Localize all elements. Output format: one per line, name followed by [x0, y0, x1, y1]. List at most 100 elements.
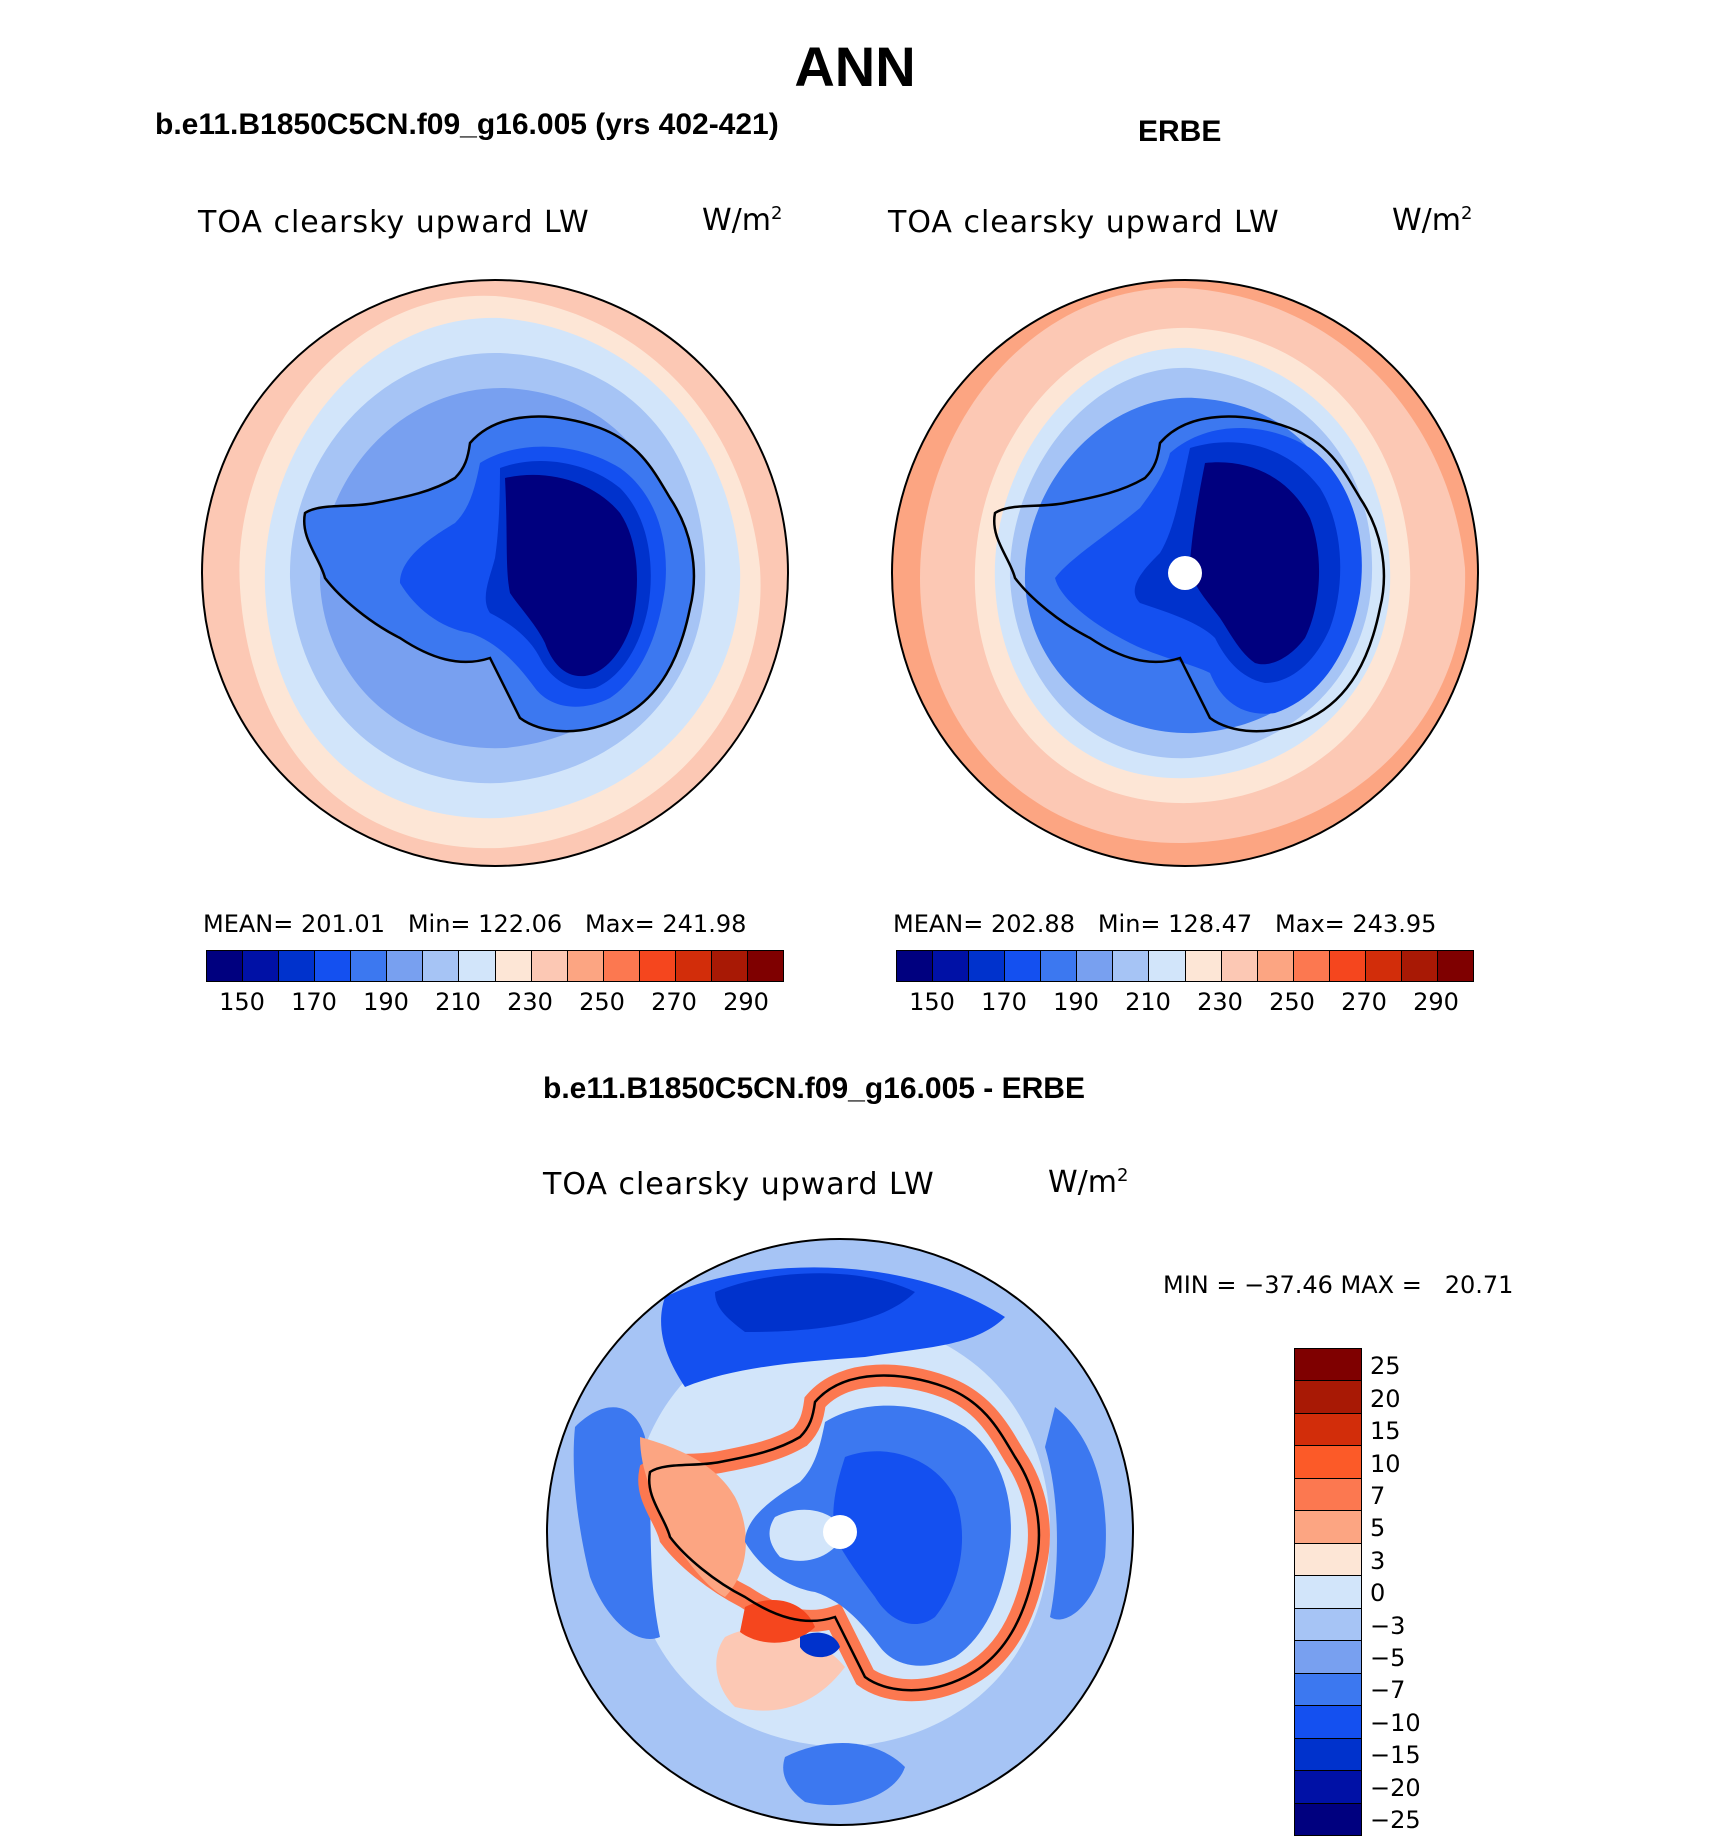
colorbar-swatch — [1220, 951, 1257, 981]
colorbar-swatch — [1295, 1607, 1361, 1641]
panel2-stats: MEAN= 202.88 Min= 128.47 Max= 243.95 — [893, 910, 1437, 938]
colorbar-swatch — [674, 951, 711, 981]
diff-red-westpeninsula — [640, 1437, 746, 1597]
colorbar-swatch — [1295, 1412, 1361, 1446]
colorbar-swatch — [566, 951, 603, 981]
diff-blue-south — [783, 1743, 905, 1806]
colorbar-swatch — [1295, 1445, 1361, 1478]
coastline — [992, 415, 1386, 733]
diff-interior-deep — [833, 1451, 963, 1625]
colorbar-tick-label: 190 — [363, 988, 409, 1016]
diff-variable-label: TOA clearsky upward LW — [543, 1167, 935, 1202]
colorbar-swatch — [1295, 1542, 1361, 1576]
colorbar-tick-label: −5 — [1370, 1644, 1406, 1672]
colorbar-swatch — [932, 951, 969, 981]
colorbar-swatch — [1364, 951, 1401, 981]
colorbar-tick-label: 5 — [1370, 1514, 1386, 1543]
colorbar-swatch — [1295, 1640, 1361, 1673]
colorbar-tick-label: −25 — [1370, 1806, 1421, 1834]
colorbar-swatch — [897, 951, 933, 981]
colorbar-tick-label: 7 — [1370, 1482, 1386, 1510]
panel2-case-title: ERBE — [1138, 115, 1222, 148]
panel2-polar-map — [891, 279, 1479, 867]
colorbar-tick-label: 3 — [1370, 1546, 1386, 1575]
panel2-units: W/m2 — [1392, 203, 1473, 238]
colorbar-swatch — [1295, 1349, 1361, 1381]
interior-band-140 — [1190, 462, 1320, 665]
colorbar-tick-label: −7 — [1370, 1676, 1406, 1705]
colorbar-swatch — [1436, 951, 1473, 981]
colorbar-tick-label: 25 — [1370, 1352, 1401, 1381]
colorbar-tick-label: 290 — [723, 988, 769, 1016]
colorbar-swatch — [1148, 951, 1185, 981]
colorbar-swatch — [494, 951, 531, 981]
colorbar-swatch — [1256, 951, 1293, 981]
coastline — [302, 415, 696, 733]
pole-hole — [823, 1515, 857, 1549]
coastline — [647, 1374, 1041, 1692]
colorbar-swatch — [1184, 951, 1221, 981]
panel1-stats: MEAN= 201.01 Min= 122.06 Max= 241.98 — [203, 910, 747, 938]
panel1-colorbar — [206, 950, 784, 982]
colorbar-tick-label: −20 — [1370, 1773, 1421, 1802]
colorbar-tick-label: 150 — [219, 988, 265, 1016]
colorbar-tick-label: 230 — [507, 988, 553, 1016]
colorbar-swatch — [1076, 951, 1113, 981]
colorbar-swatch — [1040, 951, 1077, 981]
diff-blue-spot — [800, 1632, 840, 1658]
interior-band-140 — [505, 474, 637, 677]
diff-blue-north-deep — [715, 1273, 915, 1332]
panel1-polar-map — [201, 279, 789, 867]
colorbar-tick-label: 150 — [909, 988, 955, 1016]
colorbar-tick-label: −3 — [1370, 1611, 1406, 1640]
colorbar-tick-label: 230 — [1197, 988, 1243, 1016]
colorbar-swatch — [314, 951, 351, 981]
diff-blue-west — [573, 1407, 660, 1639]
diff-units: W/m2 — [1048, 1165, 1129, 1200]
colorbar-tick-label: 210 — [1125, 988, 1171, 1016]
colorbar-swatch — [458, 951, 495, 981]
colorbar-swatch — [1295, 1737, 1361, 1771]
colorbar-swatch — [1295, 1575, 1361, 1608]
colorbar-tick-label: 170 — [291, 988, 337, 1016]
colorbar-swatch — [242, 951, 279, 981]
diff-polar-map — [546, 1238, 1134, 1826]
colorbar-tick-label: 10 — [1370, 1449, 1401, 1478]
colorbar-tick-label: 210 — [435, 988, 481, 1016]
colorbar-swatch — [1004, 951, 1041, 981]
diff-stats: MIN = −37.46 MAX = 20.71 — [1163, 1271, 1514, 1299]
diff-colorbar-labels: 25 20 15 10 7 5 3 0 −3 −5 −7 −10 −15 −20 −25 — [1370, 1348, 1470, 1834]
panel1-case-title: b.e11.B1850C5CN.f09_g16.005 (yrs 402-421… — [155, 108, 779, 141]
colorbar-swatch — [710, 951, 747, 981]
colorbar-tick-label: 190 — [1053, 988, 1099, 1016]
colorbar-tick-label: 270 — [651, 988, 697, 1016]
colorbar-swatch — [1295, 1380, 1361, 1413]
colorbar-swatch — [746, 951, 783, 981]
colorbar-tick-label: 250 — [579, 988, 625, 1016]
pole-hole — [1168, 556, 1202, 590]
colorbar-swatch — [386, 951, 423, 981]
colorbar-swatch — [530, 951, 567, 981]
colorbar-swatch — [1295, 1672, 1361, 1706]
colorbar-swatch — [278, 951, 315, 981]
colorbar-tick-label: 0 — [1370, 1579, 1386, 1608]
colorbar-swatch — [638, 951, 675, 981]
colorbar-tick-label: 270 — [1341, 988, 1387, 1016]
colorbar-swatch — [1295, 1477, 1361, 1511]
colorbar-tick-label: −15 — [1370, 1741, 1421, 1770]
colorbar-tick-label: 250 — [1269, 988, 1315, 1016]
panel2-variable-label: TOA clearsky upward LW — [888, 205, 1280, 240]
colorbar-swatch — [1295, 1705, 1361, 1738]
colorbar-swatch — [1295, 1802, 1361, 1836]
colorbar-swatch — [602, 951, 639, 981]
colorbar-swatch — [968, 951, 1005, 981]
diff-case-title: b.e11.B1850C5CN.f09_g16.005 - ERBE — [543, 1072, 1085, 1105]
colorbar-swatch — [1328, 951, 1365, 981]
colorbar-swatch — [1292, 951, 1329, 981]
colorbar-tick-label: 15 — [1370, 1417, 1401, 1446]
colorbar-tick-label: 20 — [1370, 1384, 1401, 1413]
colorbar-tick-label: 170 — [981, 988, 1027, 1016]
colorbar-tick-label: 290 — [1413, 988, 1459, 1016]
panel2-colorbar — [896, 950, 1474, 982]
diff-red-spot — [740, 1599, 815, 1643]
